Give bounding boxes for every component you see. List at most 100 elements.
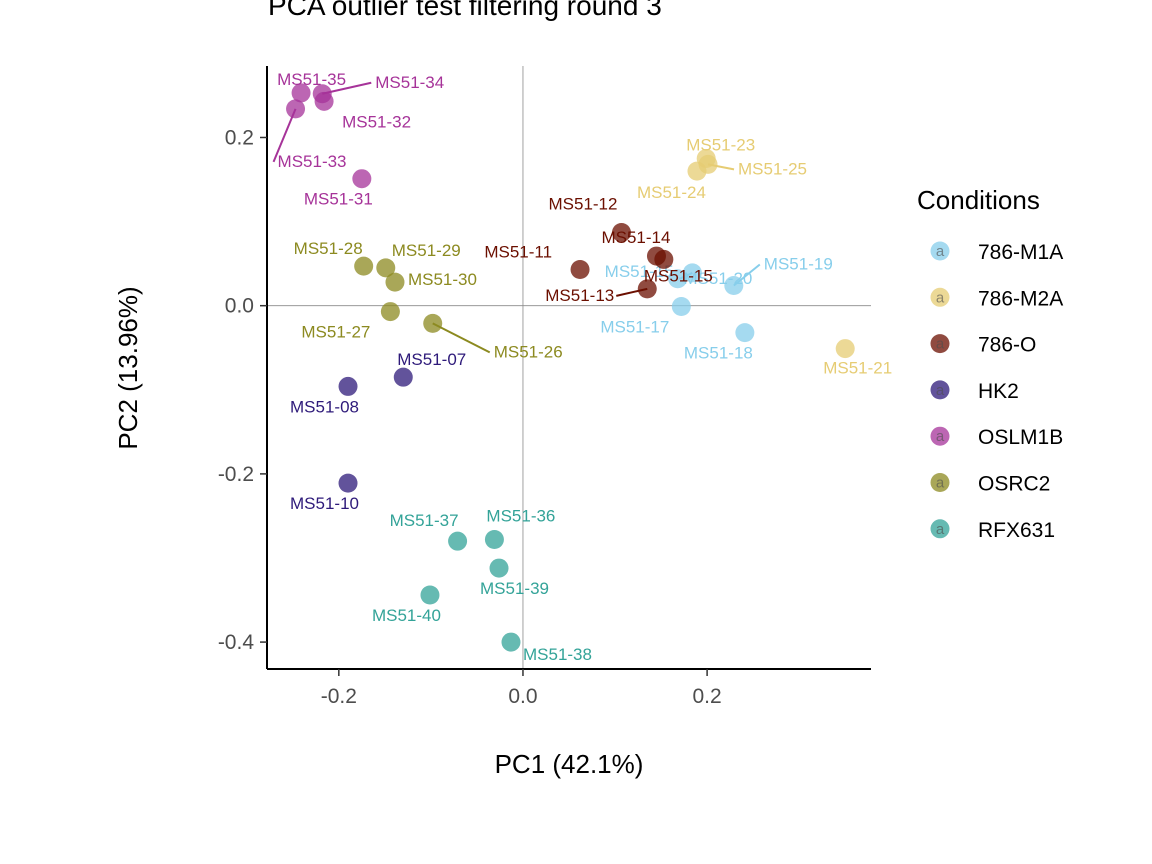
data-point [393, 367, 413, 387]
point-label: MS51-32 [342, 112, 411, 131]
point-label: MS51-34 [375, 73, 444, 92]
series-786-m2a: MS51-21 MS51-23 MS51-24 MS51-25 [637, 136, 892, 378]
legend-key-glyph: a [936, 475, 945, 492]
point-label: MS51-25 [738, 159, 807, 178]
point-label: MS51-19 [764, 255, 833, 274]
legend-item: a 786-M2A [930, 287, 1063, 310]
point-label: MS51-24 [637, 183, 706, 202]
data-point [380, 302, 400, 322]
legend-key-glyph: a [936, 521, 945, 538]
y-axis-title: PC2 (13.96%) [113, 286, 143, 449]
point-label: MS51-11 [484, 243, 552, 262]
point-label: MS51-14 [601, 228, 670, 247]
legend-item: a OSRC2 [930, 473, 1050, 496]
data-point [420, 585, 440, 605]
label-leader-line [432, 322, 491, 354]
data-point [312, 84, 332, 104]
data-point [724, 276, 744, 296]
legend-key [930, 334, 950, 354]
point-label: MS51-28 [294, 239, 363, 258]
point-label: MS51-10 [290, 494, 359, 513]
data-point [668, 269, 688, 289]
point-label: MS51-38 [523, 645, 592, 664]
data-point [570, 260, 590, 280]
data-point [376, 258, 396, 278]
legend-key-glyph: a [936, 336, 945, 353]
data-point [338, 376, 358, 396]
point-label: MS51-36 [486, 506, 555, 525]
legend-key [930, 473, 950, 492]
x-axis-title: PC1 (42.1%) [495, 749, 644, 779]
point-label: MS51-17 [600, 318, 669, 337]
point-label: MS51-31 [304, 190, 373, 209]
legend-key-glyph: a [936, 243, 945, 260]
x-tick-label: 0.0 [508, 685, 537, 708]
legend-label: OSRC2 [978, 473, 1050, 496]
legend-label: 786-O [978, 334, 1036, 357]
legend-item: a OSLM1B [930, 426, 1063, 449]
legend-item: a HK2 [930, 380, 1019, 403]
data-point [354, 256, 374, 276]
point-label: MS51-40 [372, 606, 441, 625]
series-hk2: MS51-07 MS51-08 MS51-10 [290, 350, 466, 513]
point-label: MS51-39 [480, 579, 549, 598]
legend-title: Conditions [917, 185, 1040, 215]
data-point [698, 154, 718, 174]
legend-key [930, 380, 950, 400]
point-label: MS51-18 [684, 344, 753, 363]
legend-label: OSLM1B [978, 426, 1063, 449]
y-tick-label: -0.2 [218, 463, 254, 486]
y-tick-label: 0.2 [225, 126, 254, 149]
legend-key [930, 287, 950, 307]
point-label: MS51-08 [290, 397, 359, 416]
point-label: MS51-15 [644, 266, 713, 285]
point-label: MS51-30 [408, 270, 477, 289]
y-axis: -0.4 -0.2 0.0 0.2 [218, 66, 268, 669]
point-label: MS51-07 [397, 350, 466, 369]
y-tick-label: -0.4 [218, 631, 255, 654]
legend-label: HK2 [978, 380, 1019, 403]
x-tick-label: 0.2 [693, 685, 722, 708]
data-point [637, 279, 657, 299]
legend-label: 786-M2A [978, 287, 1063, 310]
legend-key-glyph: a [936, 428, 945, 445]
legend-key-glyph: a [936, 289, 945, 306]
x-axis: -0.2 0.0 0.2 [267, 668, 871, 708]
series-786-o: MS51-11 MS51-12 MS51-13 MS51-14 MS51-15 [484, 195, 712, 305]
x-tick-label: -0.2 [321, 685, 357, 708]
point-label: MS51-23 [686, 136, 755, 155]
data-point [423, 313, 443, 333]
legend-label: 786-M1A [978, 241, 1063, 264]
plot-area: MS51-15MS51-17MS51-18MS51-19MS51-20MS51-… [267, 66, 892, 669]
series-oslm1b: MS51-31 MS51-32 MS51-33 MS51-34 MS51-35 [272, 70, 444, 209]
data-point [671, 297, 691, 317]
legend-key [930, 519, 950, 539]
legend-item: a 786-O [930, 334, 1036, 357]
chart-title: PCA outlier test filtering round 3 [268, 0, 662, 21]
point-label: MS51-20 [683, 269, 752, 288]
legend-key [930, 241, 950, 261]
point-label: MS51-21 [823, 359, 892, 378]
data-point [352, 169, 372, 189]
series-osrc2: MS51-26 MS51-27 MS51-28 MS51-29 MS51-30 [294, 239, 563, 361]
data-point [448, 531, 468, 551]
point-label: MS51-12 [548, 195, 617, 214]
data-point [338, 473, 358, 493]
data-point [611, 223, 631, 243]
series-rfx631: MS51-36 MS51-37 MS51-38 MS51-39 MS51-40 [372, 506, 592, 664]
data-point [735, 323, 755, 343]
legend-key-glyph: a [936, 382, 945, 399]
data-point [489, 558, 509, 578]
data-point [835, 339, 855, 359]
label-leader-line [272, 108, 297, 163]
legend-item: a 786-M1A [930, 241, 1063, 264]
legend-label: RFX631 [978, 519, 1055, 542]
series-786-m1a: MS51-15 MS51-17 MS51-18 MS51-19 MS51-20 [600, 255, 832, 363]
y-tick-label: 0.0 [225, 295, 254, 318]
legend-key [930, 426, 950, 446]
point-label: MS51-13 [545, 286, 614, 305]
point-label: MS51-26 [494, 342, 563, 361]
point-label: MS51-29 [392, 241, 461, 260]
data-point [654, 249, 674, 269]
